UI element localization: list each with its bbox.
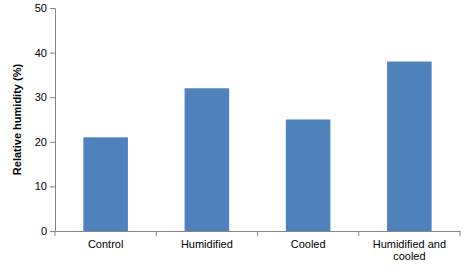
y-tick-label: 40 (35, 47, 47, 59)
y-tick-mark (50, 186, 55, 187)
bar (387, 62, 432, 231)
x-separator (460, 231, 461, 236)
y-tick: 0 (41, 225, 55, 237)
y-tick-mark (50, 53, 55, 54)
y-tick: 30 (35, 91, 55, 103)
chart-svg: 0 10 20 30 40 50 Control Humidified Cooled Humidi… (0, 0, 470, 277)
bars (83, 62, 431, 231)
y-axis: 0 10 20 30 40 50 (35, 2, 56, 237)
x-tick: Control (88, 231, 123, 250)
y-tick-label: 0 (41, 225, 47, 237)
x-tick: Humidified (181, 231, 233, 250)
x-separators (55, 231, 460, 236)
x-separator (156, 231, 157, 236)
x-axis: Control Humidified Cooled Humidified andcoo… (55, 231, 461, 262)
y-tick: 20 (35, 136, 55, 148)
bar (185, 88, 230, 231)
y-tick-mark (50, 231, 55, 232)
chart-container: 0 10 20 30 40 50 Control Humidified Cooled Humidi… (0, 0, 470, 277)
y-tick: 50 (35, 2, 55, 14)
x-tick-label: Humidified andcooled (373, 238, 446, 263)
bar (286, 120, 331, 232)
x-separator (358, 231, 359, 236)
y-tick-mark (50, 97, 55, 98)
y-tick-label: 10 (35, 180, 47, 192)
bar (83, 137, 128, 231)
x-tick-label: Control (88, 238, 123, 250)
x-tick: Cooled (291, 231, 326, 250)
y-tick-label: 50 (35, 2, 47, 14)
plot: 0 10 20 30 40 50 Control Humidified Cooled Humidi… (35, 2, 461, 262)
x-tick-label: Cooled (291, 238, 326, 250)
y-axis-line (50, 9, 56, 232)
y-tick-mark (50, 8, 55, 9)
y-tick-mark (50, 142, 55, 143)
y-axis-title: Relative humidity (%) (11, 64, 23, 176)
x-tick-label: Humidified (181, 238, 233, 250)
y-tick: 10 (35, 180, 55, 192)
y-tick: 40 (35, 47, 55, 59)
x-separator (55, 231, 56, 236)
y-tick-label: 30 (35, 91, 47, 103)
x-tick: Humidified andcooled (373, 231, 446, 262)
y-tick-label: 20 (35, 136, 47, 148)
x-separator (257, 231, 258, 236)
